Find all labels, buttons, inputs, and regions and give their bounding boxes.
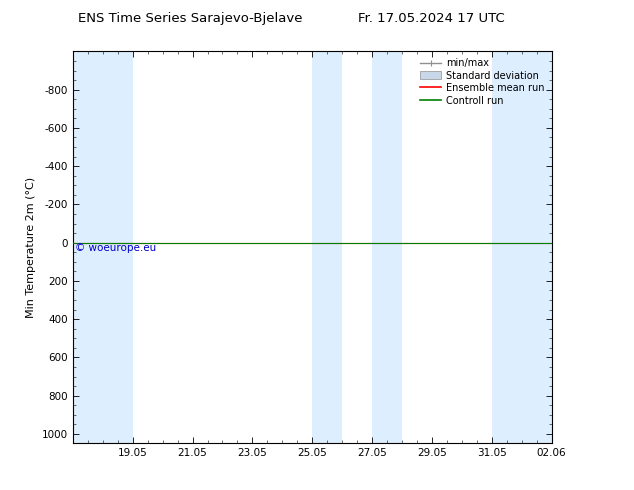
Bar — [492, 51, 552, 443]
Text: © woeurope.eu: © woeurope.eu — [75, 243, 157, 253]
Bar — [372, 51, 402, 443]
Bar — [312, 51, 342, 443]
Bar — [73, 51, 133, 443]
Legend: min/max, Standard deviation, Ensemble mean run, Controll run: min/max, Standard deviation, Ensemble me… — [418, 56, 547, 107]
Text: ENS Time Series Sarajevo-Bjelave: ENS Time Series Sarajevo-Bjelave — [78, 12, 302, 25]
Y-axis label: Min Temperature 2m (°C): Min Temperature 2m (°C) — [27, 177, 36, 318]
Text: Fr. 17.05.2024 17 UTC: Fr. 17.05.2024 17 UTC — [358, 12, 505, 25]
